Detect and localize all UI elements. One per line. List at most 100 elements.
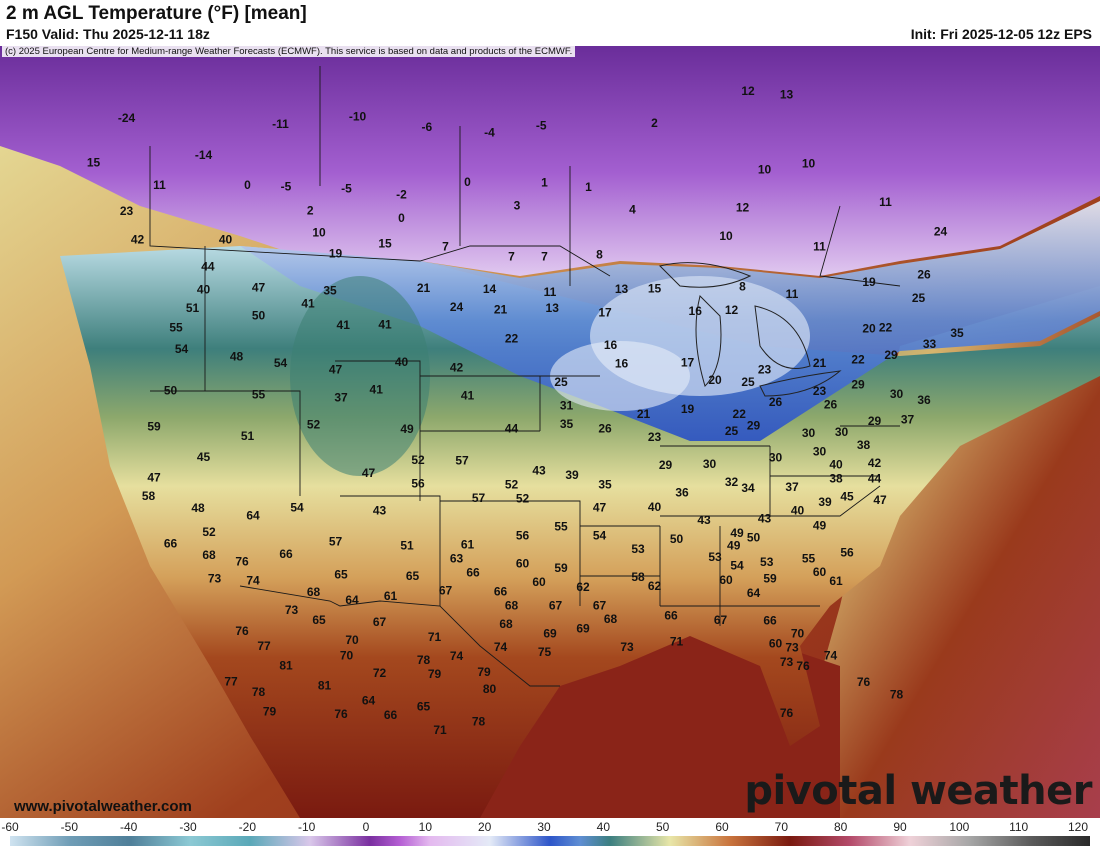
temperature-label: 47 xyxy=(252,281,266,295)
temperature-label: 23 xyxy=(648,430,662,444)
temperature-label: 79 xyxy=(263,704,277,718)
temperature-label: 57 xyxy=(329,535,343,549)
temperature-label: 53 xyxy=(708,550,722,564)
temperature-label: 36 xyxy=(917,393,931,407)
colorbar-tick-label: -10 xyxy=(297,820,316,834)
init-time: Init: Fri 2025-12-05 12z EPS xyxy=(910,26,1092,42)
temperature-label: 29 xyxy=(884,348,898,362)
temperature-label: 62 xyxy=(576,580,590,594)
temperature-label: 52 xyxy=(202,525,216,539)
temperature-label: 77 xyxy=(224,675,238,689)
temperature-label: 8 xyxy=(596,248,603,262)
colorbar-tick-label: 120 xyxy=(1067,820,1089,834)
temperature-label: 67 xyxy=(439,584,453,598)
colorbar-tick-label: -30 xyxy=(179,820,197,834)
colorbar-tick-label: 80 xyxy=(833,820,848,834)
temperature-label: 59 xyxy=(147,419,161,433)
temperature-label: 47 xyxy=(147,471,161,485)
temperature-label: 15 xyxy=(87,155,101,169)
site-url[interactable]: www.pivotalweather.com xyxy=(14,798,192,815)
temperature-label: 56 xyxy=(840,545,854,559)
temperature-label: 68 xyxy=(307,585,321,599)
temperature-label: 23 xyxy=(758,363,772,377)
temperature-label: 22 xyxy=(505,331,519,345)
temperature-label: 10 xyxy=(719,229,733,243)
plains-cold-region xyxy=(550,341,690,411)
temperature-label: 51 xyxy=(186,301,200,315)
temperature-label: 21 xyxy=(637,407,651,421)
temperature-label: 41 xyxy=(301,296,315,310)
temperature-label: 25 xyxy=(912,291,926,305)
temperature-label: 64 xyxy=(345,593,359,607)
temperature-label: 64 xyxy=(747,586,761,600)
valid-time: F150 Valid: Thu 2025-12-11 18z xyxy=(6,26,210,42)
temperature-label: 66 xyxy=(763,613,777,627)
temperature-label: 66 xyxy=(494,584,508,598)
temperature-label: 35 xyxy=(598,477,612,491)
temperature-label: 71 xyxy=(428,630,442,644)
temperature-label: 12 xyxy=(725,303,739,317)
temperature-label: 16 xyxy=(615,356,629,370)
temperature-label: 26 xyxy=(824,397,838,411)
temperature-label: 45 xyxy=(197,450,211,464)
temperature-label: 26 xyxy=(917,267,931,281)
temperature-label: 11 xyxy=(813,240,826,254)
lake-huron xyxy=(754,305,811,369)
temperature-label: 54 xyxy=(730,559,744,573)
map-title: 2 m AGL Temperature (°F) [mean] xyxy=(6,3,307,24)
temperature-label: 50 xyxy=(670,532,684,546)
temperature-label: -6 xyxy=(421,120,432,134)
temperature-label: 39 xyxy=(818,495,832,509)
temperature-label: 42 xyxy=(868,456,882,470)
temperature-label: 54 xyxy=(290,501,304,515)
temperature-label: 61 xyxy=(461,537,475,551)
temperature-label: 47 xyxy=(873,493,887,507)
temperature-label: 13 xyxy=(780,87,794,101)
temperature-label: 37 xyxy=(334,391,348,405)
temperature-label: 69 xyxy=(543,626,557,640)
us-mexico-border xyxy=(239,585,560,687)
temperature-label: 57 xyxy=(472,491,486,505)
temperature-label: 20 xyxy=(708,373,722,387)
temperature-label: 11 xyxy=(544,285,557,299)
temperature-label: 81 xyxy=(318,678,332,692)
temperature-label: 81 xyxy=(279,658,293,672)
temperature-label: -5 xyxy=(341,182,352,196)
temperature-label: 67 xyxy=(593,598,607,612)
temperature-label: 19 xyxy=(329,246,343,260)
temperature-label: 58 xyxy=(142,489,156,503)
temperature-label: 22 xyxy=(879,320,893,334)
temperature-label: 10 xyxy=(758,163,772,177)
temperature-label: 67 xyxy=(549,598,563,612)
temperature-label: 74 xyxy=(246,573,260,587)
temperature-label: 66 xyxy=(384,708,398,722)
colorbar-tick-label: 30 xyxy=(537,820,551,834)
temperature-label: 48 xyxy=(230,349,244,363)
temperature-label: 44 xyxy=(201,260,215,274)
temperature-label: 39 xyxy=(565,468,579,482)
temperature-label: 50 xyxy=(747,530,761,544)
temperature-label: 13 xyxy=(615,282,629,296)
temperature-label: 65 xyxy=(406,569,420,583)
temperature-label: 30 xyxy=(813,444,827,458)
temperature-label: 70 xyxy=(345,633,359,647)
temperature-label: 30 xyxy=(890,387,904,401)
temperature-label: 58 xyxy=(631,570,645,584)
temperature-label: 56 xyxy=(411,476,425,490)
temperature-label: 16 xyxy=(604,338,618,352)
temperature-label: 79 xyxy=(428,667,442,681)
colorbar-tick-label: 70 xyxy=(774,820,789,834)
temperature-label: 31 xyxy=(560,398,574,412)
lake-erie xyxy=(759,370,842,397)
temperature-label: 76 xyxy=(235,554,249,568)
temperature-label: 59 xyxy=(554,561,568,575)
temperature-label: 55 xyxy=(252,388,266,402)
temperature-label: 74 xyxy=(824,648,838,662)
temperature-label: 35 xyxy=(950,326,964,340)
colorbar-tick-label: 10 xyxy=(418,820,433,834)
borders xyxy=(149,66,901,687)
temperature-label: 38 xyxy=(829,471,843,485)
temperature-label: 49 xyxy=(400,422,414,436)
temperature-label: 0 xyxy=(464,175,471,189)
